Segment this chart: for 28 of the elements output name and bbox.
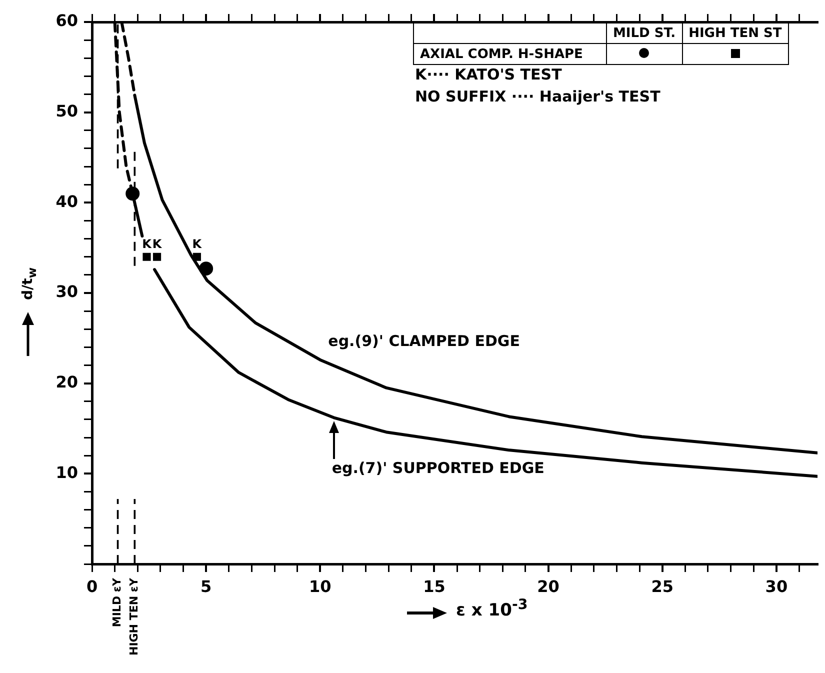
x-tick-label: 15 — [423, 576, 446, 596]
annotation: K···· KATO'S TEST — [415, 65, 563, 84]
x-tick-label: 30 — [765, 576, 788, 596]
y-tick-label: 40 — [56, 192, 78, 211]
series-label: eg.(9)' CLAMPED EDGE — [328, 332, 520, 350]
legend-label: HIGH TEN ST — [682, 22, 788, 44]
annotation: NO SUFFIX ···· Haaijer's TEST — [415, 87, 662, 106]
x-axis-title: ε x 10$^{-3}$ — [456, 597, 528, 621]
x-tick-label: 10 — [309, 576, 332, 596]
annotation: K — [192, 236, 202, 251]
x-tick-label: 25 — [651, 576, 674, 596]
x-tick-label: 20 — [537, 576, 560, 596]
legend-label: MILD ST. — [606, 22, 682, 44]
annotation: K — [152, 236, 162, 251]
ref-line-label: HIGH TEN εY — [128, 576, 141, 656]
annotation: K — [142, 236, 152, 251]
y-tick-label: 60 — [56, 11, 78, 30]
y-tick-label: 50 — [56, 101, 78, 120]
y-tick-label: 30 — [56, 282, 78, 302]
point — [152, 252, 162, 261]
point — [142, 252, 151, 261]
legend-title: AXIAL COMP. H-SHAPE — [414, 44, 606, 64]
x-tick-label: 5 — [200, 576, 212, 596]
y-tick-label: 20 — [56, 372, 78, 392]
y-tick-label: 10 — [56, 462, 78, 482]
ref-line-label: MILD εY — [110, 576, 124, 628]
legend-label: eg.(7)' SUPPORTED EDGE — [332, 459, 544, 478]
x-tick-label: 0 — [86, 576, 98, 596]
